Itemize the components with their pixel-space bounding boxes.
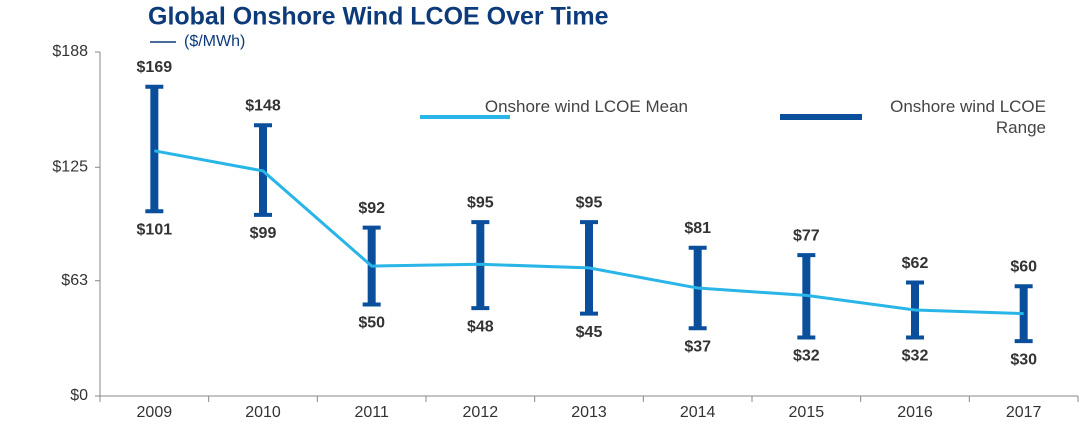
high-label: $92 [358, 200, 385, 217]
high-label: $148 [245, 97, 281, 114]
high-label: $60 [1010, 258, 1037, 275]
x-tick-label: 2010 [245, 404, 281, 421]
legend-label: Onshore wind LCOE Mean [484, 97, 688, 116]
x-tick-label: 2017 [1006, 404, 1042, 421]
low-label: $32 [793, 348, 820, 365]
low-label: $50 [358, 315, 385, 332]
x-tick-label: 2011 [354, 404, 389, 421]
low-label: $30 [1010, 351, 1037, 368]
x-tick-label: 2009 [137, 404, 173, 421]
x-tick-label: 2015 [789, 404, 825, 421]
x-tick-label: 2014 [680, 404, 716, 421]
legend-label: Onshore wind LCOE Range [890, 97, 1046, 137]
low-label: $32 [902, 348, 929, 365]
high-label: $81 [684, 220, 711, 237]
x-tick-label: 2012 [463, 404, 499, 421]
low-label: $99 [250, 225, 277, 242]
range-bar [150, 86, 159, 212]
chart-subtitle: ($/MWh) [184, 33, 245, 50]
high-label: $95 [467, 194, 494, 211]
chart-title: Global Onshore Wind LCOE Over Time [148, 3, 609, 31]
low-label: $101 [137, 221, 173, 238]
high-label: $77 [793, 227, 820, 244]
low-label: $48 [467, 318, 494, 335]
high-label: $95 [576, 194, 603, 211]
high-label: $62 [902, 255, 929, 272]
y-tick-label: $0 [70, 387, 88, 404]
range-bar [1019, 286, 1028, 342]
low-label: $45 [576, 324, 603, 341]
y-tick-label: $63 [61, 272, 88, 289]
y-tick-label: $125 [52, 158, 88, 175]
high-label: $169 [137, 59, 173, 76]
y-tick-label: $188 [52, 43, 88, 60]
low-label: $37 [684, 339, 711, 356]
x-tick-label: 2016 [897, 404, 933, 421]
mean-line [154, 149, 1024, 316]
x-tick-label: 2013 [571, 404, 607, 421]
